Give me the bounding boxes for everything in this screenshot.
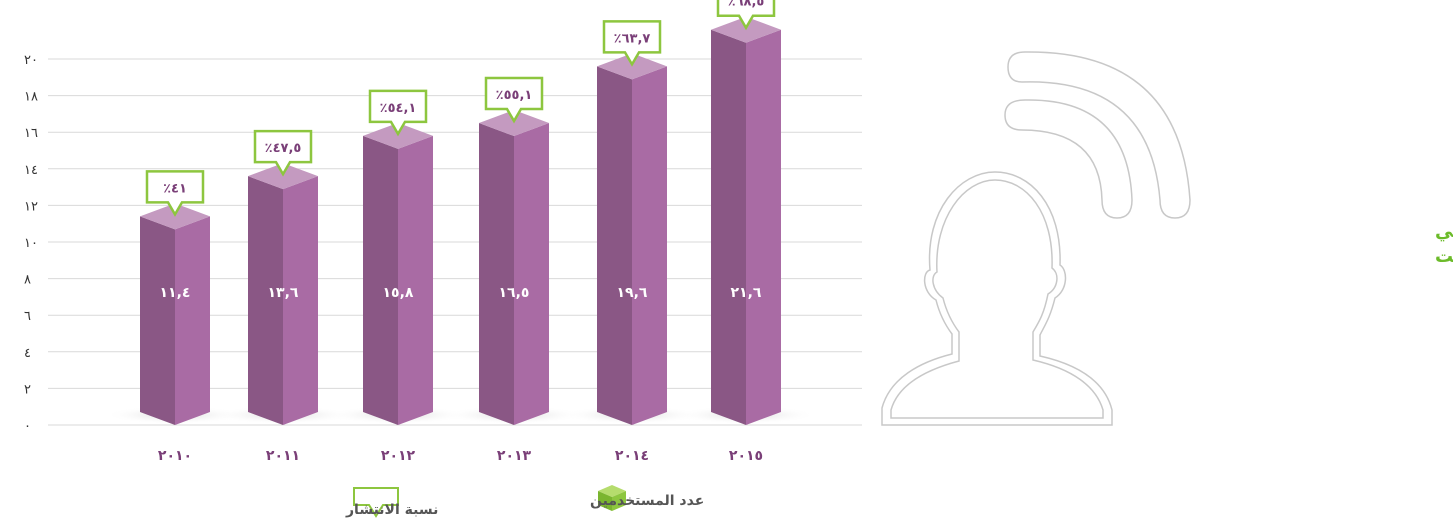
y-tick-label: ١٠ bbox=[24, 236, 38, 251]
penetration-label: ٪٤٧,٥ bbox=[265, 141, 302, 156]
y-tick-label: ٦ bbox=[24, 309, 31, 324]
bar-value-label: ١٥,٨ bbox=[383, 285, 414, 301]
bar-right-face bbox=[514, 123, 549, 426]
penetration-callout bbox=[253, 129, 313, 177]
bar-value-label: ٢١,٦ bbox=[731, 285, 762, 301]
bar-left-face bbox=[597, 66, 632, 425]
y-tick-label: ١٨ bbox=[24, 90, 38, 105]
labels: ٠ ٢ ٤ ٦ ٨ ١٠ ١٢ ١٤ ١٦ ١٨ ٢٠ ١١,٤ ٢٠١٠ ٪٤١ ١٣,٦ ٢٠١١ ٪٤٧,… bbox=[24, 0, 776, 464]
bar-left-face bbox=[363, 135, 398, 426]
y-tick-label: ٠ bbox=[24, 419, 31, 434]
bar-value-label: ١٦,٥ bbox=[499, 285, 530, 301]
penetration-label: ٪٦٨,٥ bbox=[728, 0, 765, 10]
bar-left-face bbox=[711, 29, 746, 425]
person-with-signal-icon bbox=[881, 51, 1191, 426]
penetration-label: ٪٤١ bbox=[163, 181, 187, 196]
y-tick-label: ٢٠ bbox=[24, 53, 38, 68]
y-tick-label: ١٢ bbox=[24, 199, 38, 214]
x-tick-label: ٢٠١٠ bbox=[158, 448, 192, 464]
penetration-label: ٪٥٤,١ bbox=[380, 101, 417, 116]
x-tick-label: ٢٠١٤ bbox=[615, 448, 649, 464]
penetration-callout bbox=[602, 20, 662, 67]
penetration-callout bbox=[145, 170, 205, 217]
bars bbox=[140, 16, 781, 426]
chart-title-line-1: إجمالي عدد مستخدمي bbox=[1435, 221, 1453, 242]
penetration-label: ٪٦٣,٧ bbox=[614, 31, 651, 46]
penetration-callout bbox=[368, 89, 428, 137]
bar-left-face bbox=[140, 216, 175, 425]
callout-icon bbox=[353, 487, 399, 518]
y-tick-label: ٢ bbox=[24, 382, 31, 397]
legend-users-label: عدد المستخدمين bbox=[590, 493, 704, 509]
x-tick-label: ٢٠١٥ bbox=[729, 448, 763, 464]
penetration-callout bbox=[716, 0, 776, 31]
y-tick-label: ١٦ bbox=[24, 126, 38, 141]
bar-right-face bbox=[175, 216, 210, 425]
y-tick-label: ٤ bbox=[24, 346, 31, 361]
x-tick-label: ٢٠١١ bbox=[266, 448, 300, 464]
bar-right-face bbox=[746, 29, 781, 425]
bar-left-face bbox=[479, 123, 514, 426]
penetration-callout bbox=[484, 76, 544, 124]
legend: عدد المستخدمين نسبة الانتشار bbox=[345, 485, 704, 518]
penetration-label: ٪٥٥,١ bbox=[496, 88, 533, 103]
bar-value-label: ١٣,٦ bbox=[268, 285, 299, 301]
bar-right-face bbox=[398, 135, 433, 426]
bar-left-face bbox=[248, 176, 283, 425]
x-tick-label: ٢٠١٢ bbox=[381, 448, 416, 464]
legend-penetration-label: نسبة الانتشار bbox=[345, 502, 438, 518]
y-tick-label: ٨ bbox=[24, 273, 31, 288]
chart-title-line-2: الإنترنت bbox=[1435, 246, 1453, 267]
bar-value-label: ١٩,٦ bbox=[617, 285, 648, 301]
bar-right-face bbox=[632, 66, 667, 425]
green-cube-icon bbox=[598, 485, 626, 511]
x-tick-label: ٢٠١٣ bbox=[497, 448, 532, 464]
y-tick-label: ١٤ bbox=[24, 163, 38, 178]
bar-right-face bbox=[283, 176, 318, 425]
bar-shadows bbox=[105, 406, 816, 424]
bar-value-label: ١١,٤ bbox=[160, 285, 191, 301]
